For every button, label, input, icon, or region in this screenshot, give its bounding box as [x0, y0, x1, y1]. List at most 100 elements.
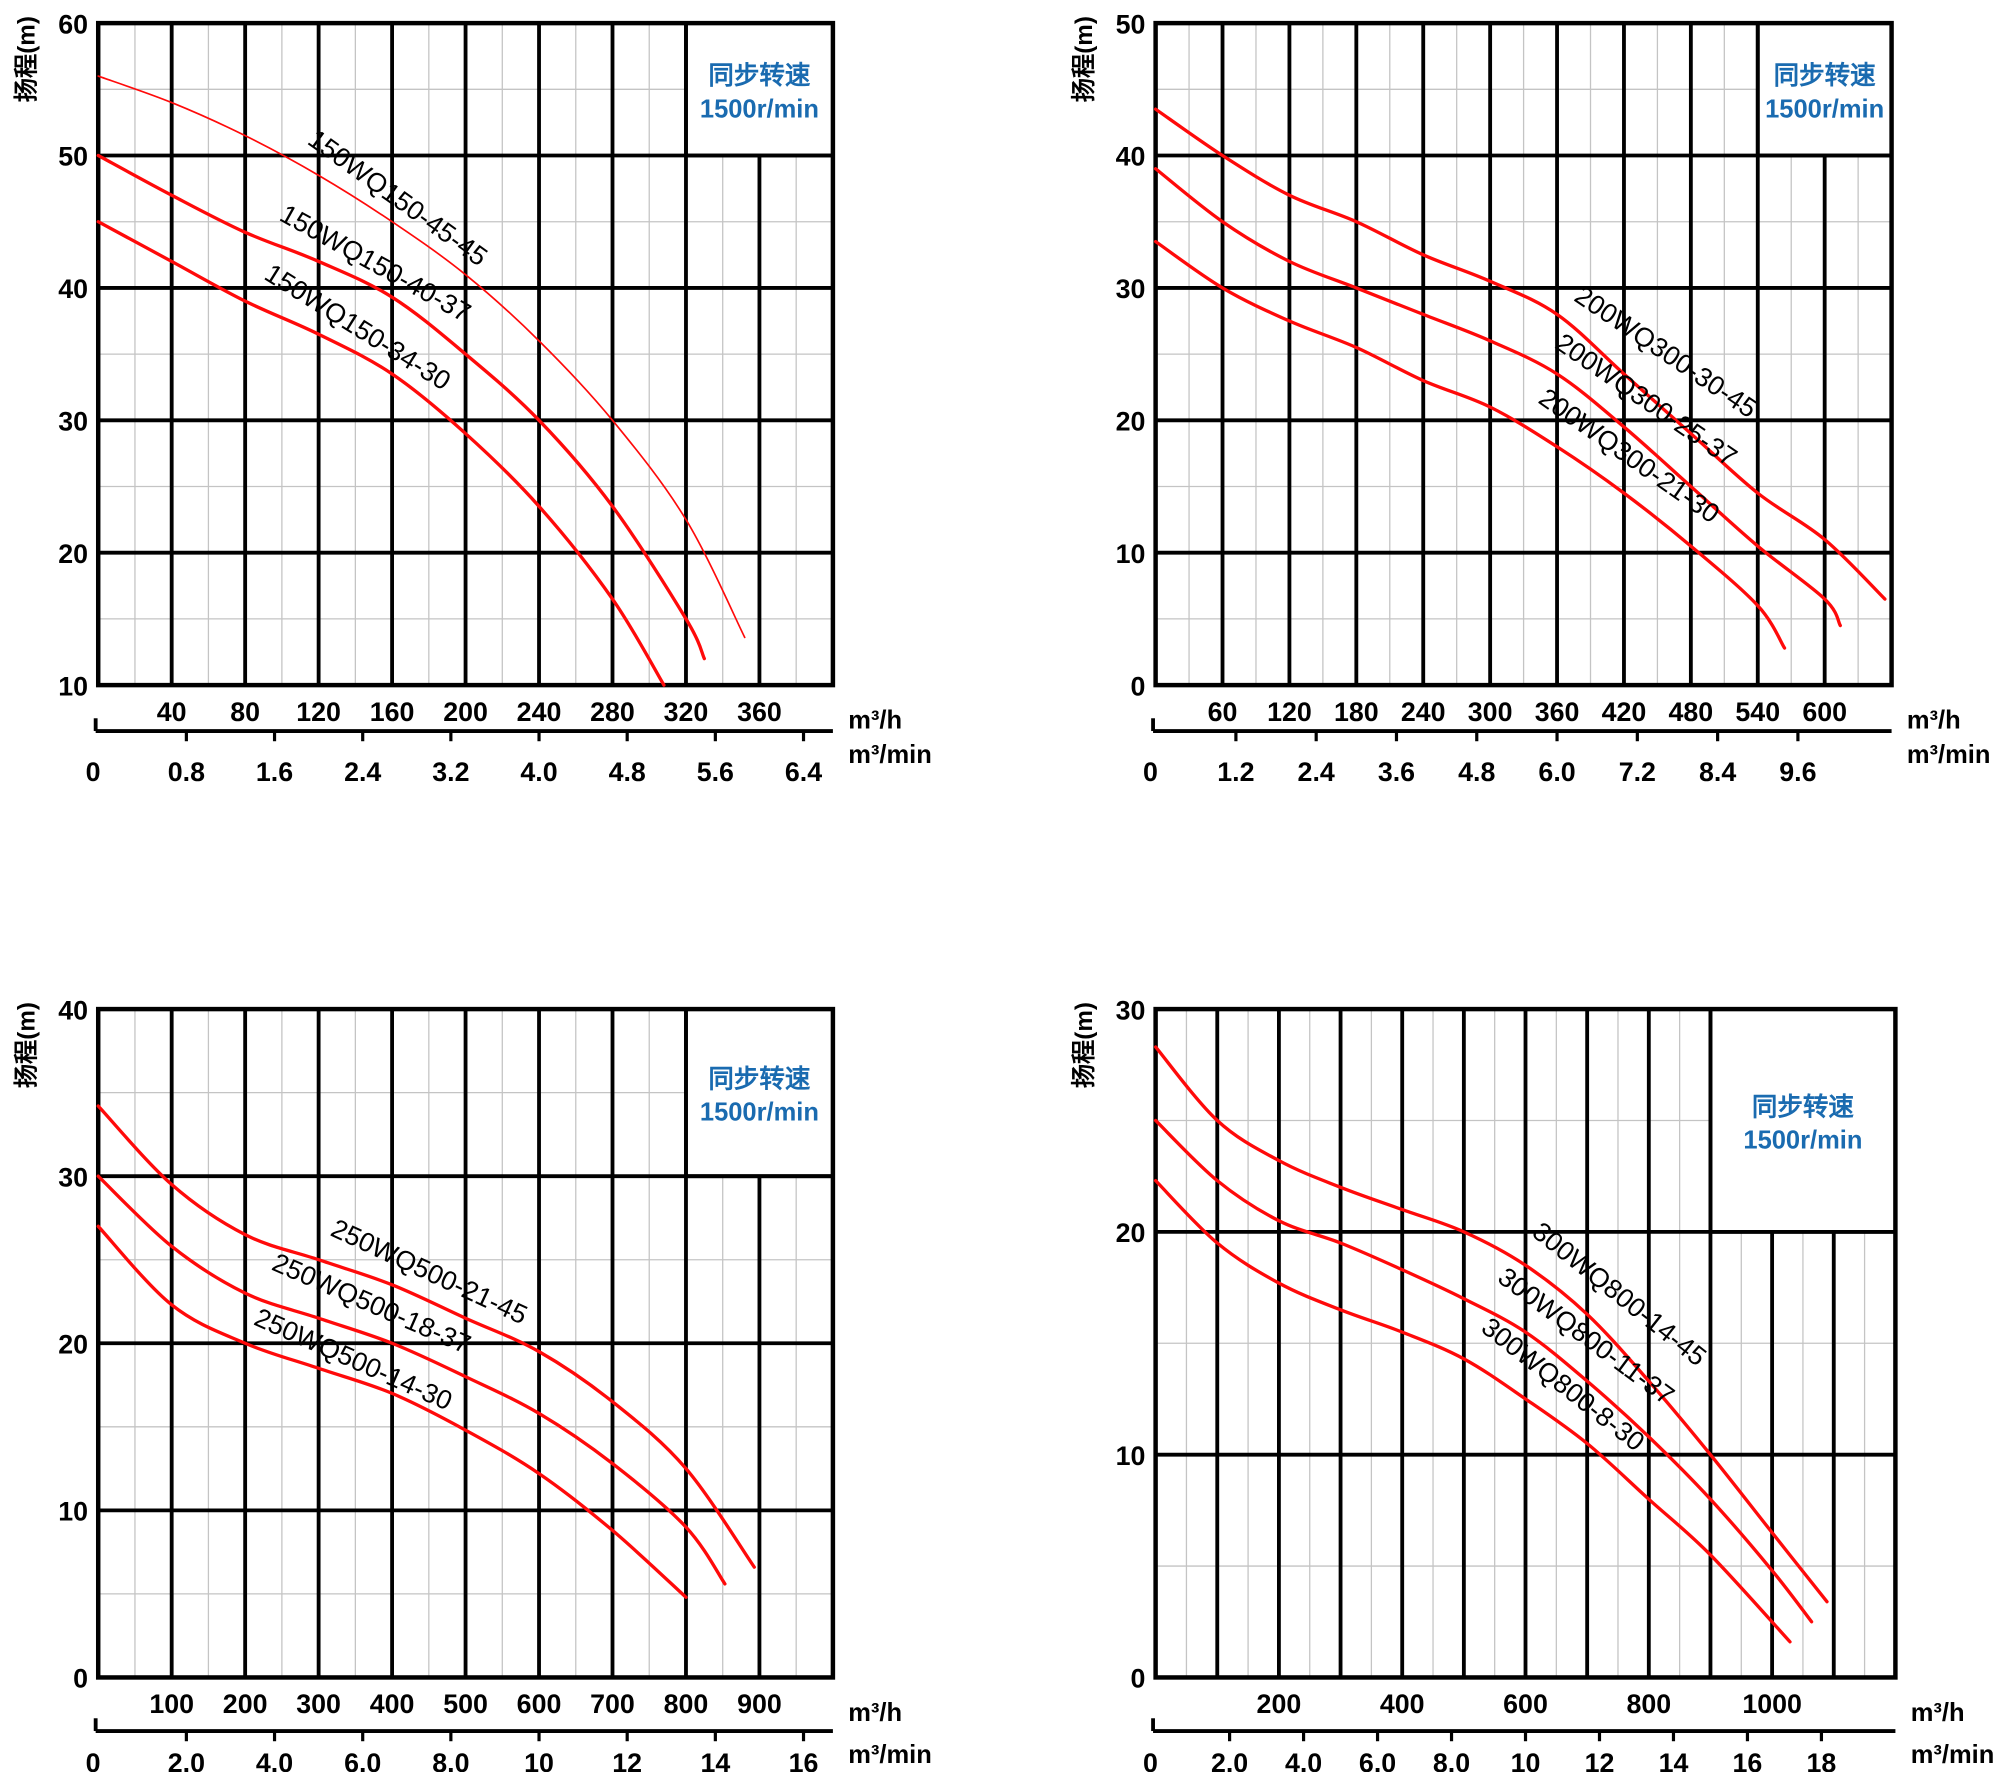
- x-tick-label: 480: [1669, 697, 1714, 727]
- y-tick-label: 10: [1116, 1441, 1146, 1471]
- curve-300WQ800-8-30: [1153, 1178, 1792, 1644]
- x-tick-label: 280: [590, 697, 635, 727]
- x2-tick-label: 14: [1659, 1748, 1689, 1772]
- x2-tick-label: 6.0: [1359, 1748, 1396, 1772]
- y-tick-label: 40: [58, 274, 88, 304]
- y-tick-label: 0: [1131, 671, 1146, 701]
- y-tick-label: 50: [1116, 9, 1146, 39]
- x-tick-label: 240: [517, 697, 562, 727]
- x-tick-label: 200: [1257, 1689, 1302, 1719]
- x-tick-label: 800: [664, 1689, 709, 1719]
- y-axis-label: 扬程(m): [13, 16, 40, 102]
- x2-tick-label: 4.8: [1458, 757, 1495, 787]
- x-unit-label: m³/h: [848, 706, 902, 734]
- x-tick-label: 360: [737, 697, 782, 727]
- plot-frame: [1153, 20, 1894, 688]
- y-axis-label: 扬程(m): [13, 1002, 40, 1088]
- curve-150WQ150-45-45: [97, 75, 746, 639]
- x2-tick-label: 2.0: [1211, 1748, 1248, 1772]
- x-tick-label: 600: [517, 1689, 562, 1719]
- y-tick-label: 10: [58, 671, 88, 701]
- x2-tick-label: 6.0: [344, 1748, 381, 1772]
- x2-tick-label: 3.6: [1378, 757, 1415, 787]
- y-tick-label: 50: [58, 142, 88, 172]
- x2-tick-label: 0: [86, 1748, 101, 1772]
- x2-tick-label: 3.2: [432, 757, 469, 787]
- x-tick-label: 300: [296, 1689, 341, 1719]
- curve-250WQ500-14-30: [96, 1224, 688, 1599]
- x2-tick-label: 0: [1143, 757, 1158, 787]
- x2-tick-label: 4.0: [256, 1748, 293, 1772]
- plot-frame: [1153, 1006, 1898, 1680]
- x-tick-label: 300: [1468, 697, 1513, 727]
- y-tick-label: 20: [58, 539, 88, 569]
- x-tick-label: 120: [1267, 697, 1312, 727]
- x2-unit-label: m³/min: [848, 1741, 932, 1769]
- speed-note-title: 同步转速: [708, 1065, 811, 1094]
- x2-tick-label: 4.8: [609, 757, 646, 787]
- y-axis-label: 扬程(m): [1071, 1002, 1098, 1088]
- x2-tick-label: 6.0: [1538, 757, 1575, 787]
- x2-tick-label: 12: [612, 1748, 642, 1772]
- x2-tick-label: 16: [1733, 1748, 1763, 1772]
- x2-tick-label: 7.2: [1619, 757, 1656, 787]
- x-tick-label: 540: [1735, 697, 1780, 727]
- curve-150WQ150-34-30: [96, 220, 666, 687]
- x2-tick-label: 14: [700, 1748, 730, 1772]
- x2-tick-label: 1.6: [256, 757, 293, 787]
- curve-150WQ150-40-37: [96, 153, 706, 661]
- x-tick-label: 160: [370, 697, 415, 727]
- curve-200WQ300-25-37: [1153, 167, 1842, 628]
- x2-tick-label: 0: [1143, 1748, 1158, 1772]
- x2-tick-label: 18: [1807, 1748, 1837, 1772]
- x-tick-label: 200: [443, 697, 488, 727]
- speed-note-value: 1500r/min: [700, 1099, 819, 1127]
- x-tick-label: 900: [737, 1689, 782, 1719]
- x2-tick-label: 2.0: [168, 1748, 205, 1772]
- y-tick-label: 30: [1116, 274, 1146, 304]
- x2-tick-label: 8.4: [1699, 757, 1736, 787]
- x2-tick-label: 0: [86, 757, 101, 787]
- x-tick-label: 1000: [1742, 1689, 1802, 1719]
- y-tick-label: 20: [1116, 407, 1146, 437]
- speed-note-title: 同步转速: [1774, 61, 1877, 90]
- x2-tick-label: 16: [789, 1748, 819, 1772]
- x2-tick-label: 5.6: [697, 757, 734, 787]
- x2-unit-label: m³/min: [1907, 741, 1991, 769]
- curve-200WQ300-30-45: [1153, 107, 1887, 601]
- speed-note-value: 1500r/min: [1743, 1127, 1862, 1155]
- curve-250WQ500-21-45: [96, 1104, 756, 1569]
- x-tick-label: 400: [1380, 1689, 1425, 1719]
- x-tick-label: 600: [1802, 697, 1847, 727]
- speed-note-value: 1500r/min: [1765, 95, 1884, 123]
- y-tick-label: 20: [1116, 1218, 1146, 1248]
- x-tick-label: 100: [149, 1689, 194, 1719]
- curve-300WQ800-11-37: [1153, 1118, 1814, 1624]
- y-axis-label: 扬程(m): [1071, 16, 1098, 102]
- x2-unit-label: m³/min: [848, 741, 932, 769]
- x2-tick-label: 4.0: [520, 757, 557, 787]
- x2-tick-label: 4.0: [1285, 1748, 1322, 1772]
- x2-tick-label: 8.0: [432, 1748, 469, 1772]
- x-unit-label: m³/h: [1911, 1699, 1965, 1727]
- speed-note-value: 1500r/min: [700, 95, 819, 123]
- x2-tick-label: 1.2: [1217, 757, 1254, 787]
- y-tick-label: 60: [58, 9, 88, 39]
- x-tick-label: 500: [443, 1689, 488, 1719]
- x-tick-label: 80: [230, 697, 260, 727]
- x2-tick-label: 6.4: [785, 757, 822, 787]
- x-tick-label: 360: [1535, 697, 1580, 727]
- x2-tick-label: 12: [1585, 1748, 1615, 1772]
- y-tick-label: 30: [58, 1162, 88, 1192]
- plot-frame: [95, 1006, 836, 1680]
- x-tick-label: 180: [1334, 697, 1379, 727]
- curve-250WQ500-18-37: [96, 1174, 727, 1586]
- y-tick-label: 20: [58, 1329, 88, 1359]
- y-tick-label: 10: [58, 1497, 88, 1527]
- curve-300WQ800-14-45: [1153, 1045, 1829, 1604]
- y-tick-label: 30: [1116, 995, 1146, 1025]
- chart-2: 同步转速 1500r/min 0 10 20 30 40 50 扬程(m) 60 120 180 240…: [1071, 9, 1991, 786]
- x2-tick-label: 8.0: [1433, 1748, 1470, 1772]
